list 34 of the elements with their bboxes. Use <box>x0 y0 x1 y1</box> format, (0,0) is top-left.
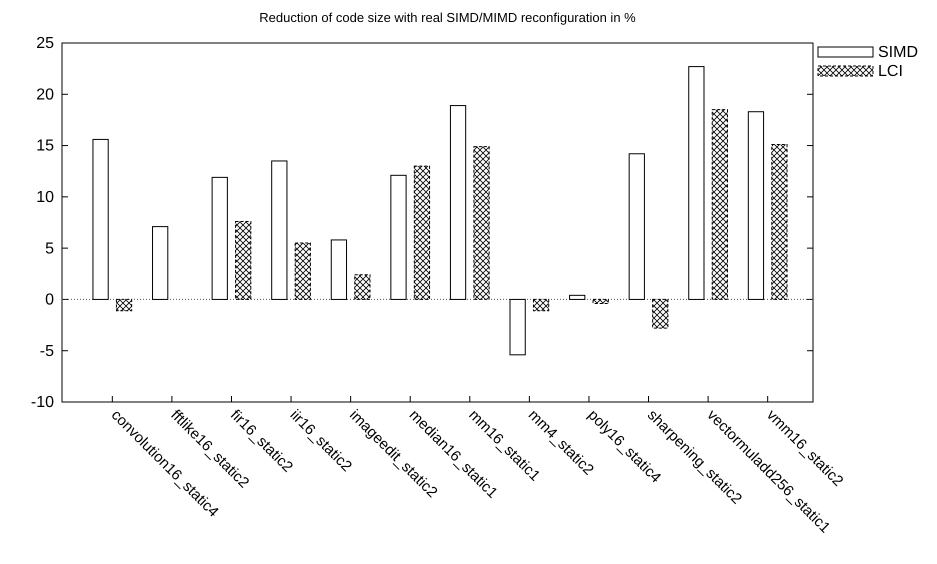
y-tick-label: 15 <box>36 138 54 155</box>
bar <box>771 144 788 300</box>
chart-title: Reduction of code size with real SIMD/MIMD reconfiguration in % <box>259 10 636 25</box>
bar <box>748 111 764 300</box>
y-tick-label: 25 <box>36 35 54 52</box>
bar <box>510 298 526 356</box>
legend-label: SIMD <box>878 44 918 61</box>
bar <box>628 153 645 300</box>
bar <box>92 138 109 300</box>
y-tick-label: -10 <box>30 394 54 412</box>
bar <box>473 146 490 300</box>
y-tick-label: 20 <box>36 86 54 104</box>
bar <box>152 226 168 300</box>
bar <box>330 239 348 300</box>
bar <box>390 174 407 300</box>
bar <box>414 166 430 300</box>
bar <box>532 298 550 312</box>
bar <box>235 220 252 300</box>
bar <box>450 105 466 300</box>
y-tick-label: 5 <box>45 240 54 258</box>
bar <box>354 274 370 300</box>
bar <box>712 109 728 300</box>
legend-label: LCI <box>878 63 903 80</box>
y-tick-label: 0 <box>45 292 54 309</box>
y-tick-label: 10 <box>36 188 54 206</box>
bar <box>271 160 288 300</box>
bar <box>592 298 609 304</box>
bar <box>294 242 311 300</box>
y-tick-label: -5 <box>40 342 54 360</box>
bar <box>212 176 228 300</box>
bar <box>116 298 132 312</box>
bar <box>569 294 586 300</box>
bar <box>652 298 668 329</box>
bar <box>688 66 704 300</box>
